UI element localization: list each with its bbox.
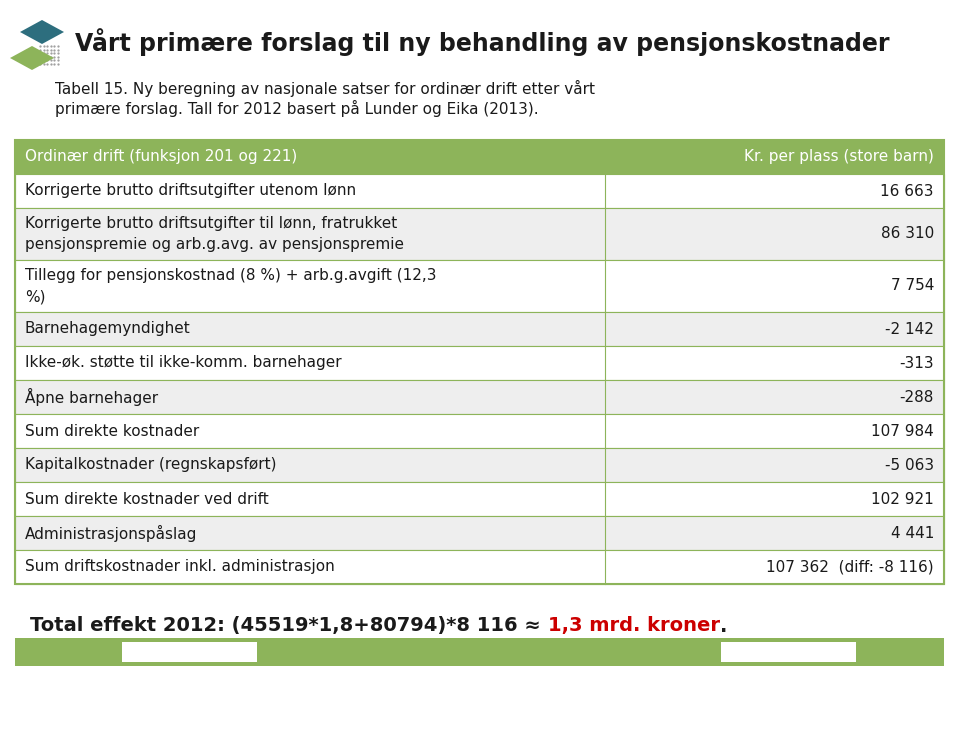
Text: -288: -288 (900, 390, 934, 404)
FancyBboxPatch shape (15, 174, 944, 208)
FancyBboxPatch shape (721, 642, 855, 662)
FancyBboxPatch shape (15, 516, 944, 550)
Text: 86 310: 86 310 (880, 226, 934, 241)
Text: Vårt primære forslag til ny behandling av pensjonskostnader: Vårt primære forslag til ny behandling a… (75, 28, 890, 56)
Text: -2 142: -2 142 (885, 321, 934, 337)
Text: Tillegg for pensjonskostnad (8 %) + arb.g.avgift (12,3
%): Tillegg for pensjonskostnad (8 %) + arb.… (25, 268, 436, 304)
FancyBboxPatch shape (15, 208, 944, 260)
FancyBboxPatch shape (15, 312, 944, 346)
FancyBboxPatch shape (15, 414, 944, 448)
Text: .: . (719, 617, 727, 635)
Text: primære forslag. Tall for 2012 basert på Lunder og Eika (2013).: primære forslag. Tall for 2012 basert på… (55, 100, 539, 117)
Text: Korrigerte brutto driftsutgifter til lønn, fratrukket
pensjonspremie og arb.g.av: Korrigerte brutto driftsutgifter til løn… (25, 216, 404, 252)
Text: 16 663: 16 663 (880, 183, 934, 199)
Text: Administrasjonspåslag: Administrasjonspåslag (25, 525, 198, 542)
Text: Åpne barnehager: Åpne barnehager (25, 388, 158, 406)
Text: 102 921: 102 921 (871, 491, 934, 507)
FancyBboxPatch shape (15, 638, 944, 666)
FancyBboxPatch shape (15, 448, 944, 482)
FancyBboxPatch shape (15, 140, 944, 174)
Text: Ikke-øk. støtte til ikke-komm. barnehager: Ikke-øk. støtte til ikke-komm. barnehage… (25, 355, 341, 370)
Polygon shape (20, 20, 64, 44)
Text: -313: -313 (900, 355, 934, 370)
Text: 4 441: 4 441 (891, 525, 934, 540)
Polygon shape (10, 46, 54, 70)
Text: Korrigerte brutto driftsutgifter utenom lønn: Korrigerte brutto driftsutgifter utenom … (25, 183, 356, 199)
Text: -5 063: -5 063 (885, 458, 934, 473)
Text: 1,3 mrd. kroner: 1,3 mrd. kroner (548, 617, 719, 635)
Text: Total effekt 2012: (45519*1,8+80794)*8 116 ≈: Total effekt 2012: (45519*1,8+80794)*8 1… (30, 617, 548, 635)
Text: Sum direkte kostnader: Sum direkte kostnader (25, 424, 199, 439)
FancyBboxPatch shape (15, 260, 944, 312)
FancyBboxPatch shape (15, 380, 944, 414)
FancyBboxPatch shape (15, 346, 944, 380)
Text: Sum direkte kostnader ved drift: Sum direkte kostnader ved drift (25, 491, 269, 507)
Text: 107 984: 107 984 (871, 424, 934, 439)
FancyBboxPatch shape (15, 550, 944, 584)
Text: Tabell 15. Ny beregning av nasjonale satser for ordinær drift etter vårt: Tabell 15. Ny beregning av nasjonale sat… (55, 80, 595, 97)
FancyBboxPatch shape (15, 482, 944, 516)
FancyBboxPatch shape (122, 642, 257, 662)
Text: 7 754: 7 754 (891, 278, 934, 294)
Text: Ordinær drift (funksjon 201 og 221): Ordinær drift (funksjon 201 og 221) (25, 149, 297, 165)
Text: Kapitalkostnader (regnskapsført): Kapitalkostnader (regnskapsført) (25, 458, 276, 473)
Text: Kr. per plass (store barn): Kr. per plass (store barn) (744, 149, 934, 165)
Text: Barnehagemyndighet: Barnehagemyndighet (25, 321, 191, 337)
Text: 107 362  (diff: -8 116): 107 362 (diff: -8 116) (766, 559, 934, 574)
Text: Sum driftskostnader inkl. administrasjon: Sum driftskostnader inkl. administrasjon (25, 559, 335, 574)
